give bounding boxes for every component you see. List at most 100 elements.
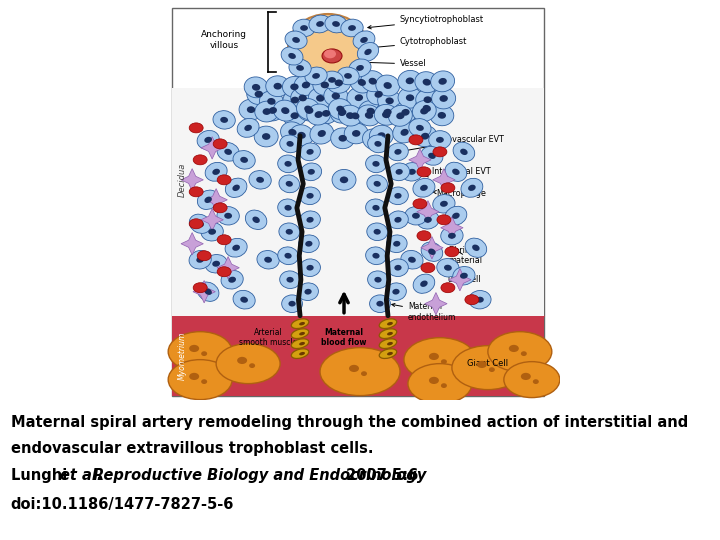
Ellipse shape [395,149,402,155]
Ellipse shape [420,107,428,114]
Ellipse shape [441,183,455,193]
Ellipse shape [193,155,207,165]
Ellipse shape [305,289,312,295]
Text: doi:10.1186/1477-7827-5-6: doi:10.1186/1477-7827-5-6 [11,497,234,512]
Ellipse shape [287,141,294,147]
Ellipse shape [240,296,248,303]
Ellipse shape [452,168,459,175]
Ellipse shape [292,37,300,43]
Ellipse shape [296,65,304,71]
Ellipse shape [409,119,431,137]
Ellipse shape [300,259,320,276]
Ellipse shape [488,332,552,372]
Ellipse shape [197,220,204,227]
Text: Maternal spiral artery remodeling through the combined action of interstitial an: Maternal spiral artery remodeling throug… [11,415,688,429]
Ellipse shape [292,349,309,359]
Ellipse shape [439,95,448,102]
Ellipse shape [288,14,368,82]
Ellipse shape [217,235,231,245]
Ellipse shape [279,271,300,288]
Ellipse shape [297,100,321,121]
Ellipse shape [292,329,309,339]
Ellipse shape [217,143,239,161]
Ellipse shape [401,251,423,269]
Polygon shape [193,280,215,303]
Ellipse shape [489,367,495,372]
Ellipse shape [204,288,212,295]
Ellipse shape [347,87,371,108]
Ellipse shape [201,222,223,241]
Ellipse shape [328,77,336,83]
Ellipse shape [438,78,447,85]
Ellipse shape [431,71,454,92]
Ellipse shape [374,141,382,147]
Ellipse shape [336,106,345,112]
Ellipse shape [441,283,455,293]
Ellipse shape [217,267,231,276]
Ellipse shape [379,319,397,328]
Ellipse shape [288,129,297,136]
Ellipse shape [330,128,355,148]
Ellipse shape [444,265,452,271]
Ellipse shape [312,73,320,79]
Ellipse shape [389,105,413,126]
Ellipse shape [376,75,400,96]
Ellipse shape [220,117,228,123]
FancyBboxPatch shape [172,8,544,396]
Ellipse shape [299,332,305,335]
Text: Endovascular EVT: Endovascular EVT [402,136,504,152]
Ellipse shape [289,301,296,307]
Ellipse shape [168,332,232,372]
Ellipse shape [205,254,228,273]
Ellipse shape [300,187,320,205]
Ellipse shape [310,123,333,144]
Ellipse shape [417,167,431,177]
Ellipse shape [504,362,560,397]
Ellipse shape [387,143,408,161]
Ellipse shape [465,238,487,258]
Ellipse shape [400,129,409,136]
Ellipse shape [247,106,255,113]
Ellipse shape [289,59,311,77]
Ellipse shape [415,89,440,110]
Ellipse shape [289,125,313,146]
Ellipse shape [285,31,307,49]
Ellipse shape [327,72,351,93]
Ellipse shape [316,21,324,27]
Ellipse shape [376,102,400,123]
Ellipse shape [324,50,336,58]
Ellipse shape [415,98,438,119]
Ellipse shape [217,175,231,185]
Ellipse shape [299,352,305,355]
Ellipse shape [255,91,263,97]
Ellipse shape [267,98,276,105]
Ellipse shape [189,123,203,133]
Ellipse shape [213,139,227,149]
Text: Anchoring
villous: Anchoring villous [201,30,247,50]
Ellipse shape [368,135,388,153]
Ellipse shape [372,161,379,167]
Ellipse shape [533,379,539,384]
Text: Reproductive Biology and Endocrinology: Reproductive Biology and Endocrinology [93,468,426,483]
Ellipse shape [321,71,343,89]
Ellipse shape [387,322,393,326]
Text: Fibrinoid
material: Fibrinoid material [448,246,482,266]
Ellipse shape [233,185,240,191]
Ellipse shape [305,67,327,85]
Ellipse shape [387,187,408,205]
Ellipse shape [359,100,383,122]
Ellipse shape [409,135,423,145]
Ellipse shape [292,339,309,348]
Text: Macrophage: Macrophage [433,190,486,198]
Ellipse shape [349,365,359,372]
FancyBboxPatch shape [172,316,544,396]
Ellipse shape [255,101,279,122]
Ellipse shape [521,351,527,356]
Ellipse shape [413,100,436,122]
Ellipse shape [420,280,428,287]
Ellipse shape [469,291,491,309]
Ellipse shape [284,205,292,211]
Ellipse shape [307,265,314,271]
Ellipse shape [401,109,410,116]
Ellipse shape [189,219,203,229]
